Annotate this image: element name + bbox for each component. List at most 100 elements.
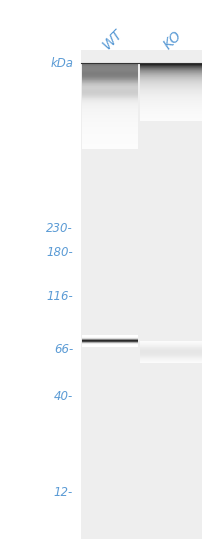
Bar bbox=[82, 108, 137, 109]
Bar bbox=[82, 97, 137, 98]
Bar bbox=[139, 99, 201, 100]
Bar bbox=[82, 134, 137, 135]
Bar bbox=[82, 87, 137, 88]
Bar bbox=[139, 93, 201, 94]
Bar bbox=[82, 72, 137, 73]
Bar bbox=[139, 105, 201, 106]
Bar bbox=[139, 360, 201, 361]
Bar bbox=[139, 91, 201, 92]
Bar bbox=[139, 102, 201, 103]
Bar bbox=[139, 90, 201, 91]
Bar bbox=[139, 347, 201, 348]
Bar bbox=[82, 118, 137, 119]
Bar bbox=[139, 341, 201, 342]
Bar bbox=[139, 353, 201, 354]
Bar bbox=[139, 76, 201, 77]
Bar bbox=[82, 101, 137, 102]
Bar bbox=[82, 131, 137, 133]
Bar bbox=[82, 137, 137, 138]
Bar bbox=[82, 110, 137, 111]
Bar bbox=[82, 91, 137, 92]
Bar bbox=[82, 70, 137, 72]
Bar bbox=[139, 99, 201, 100]
Bar bbox=[139, 105, 201, 106]
Bar bbox=[82, 82, 137, 83]
Bar bbox=[139, 80, 201, 81]
Bar bbox=[82, 78, 137, 79]
Bar bbox=[139, 113, 201, 114]
Bar bbox=[139, 78, 201, 79]
Bar bbox=[139, 91, 201, 92]
Bar bbox=[139, 69, 201, 70]
Bar bbox=[139, 118, 201, 119]
Bar bbox=[82, 141, 137, 142]
Bar bbox=[82, 104, 137, 105]
Bar bbox=[139, 88, 201, 89]
Bar bbox=[82, 124, 137, 125]
Bar bbox=[82, 142, 137, 143]
Bar bbox=[139, 114, 201, 115]
Bar bbox=[82, 84, 137, 85]
Bar bbox=[139, 72, 201, 73]
Bar bbox=[139, 117, 201, 118]
Bar bbox=[139, 67, 201, 68]
Bar bbox=[139, 104, 201, 105]
Bar bbox=[139, 98, 201, 99]
Bar bbox=[139, 81, 201, 82]
Bar bbox=[139, 66, 201, 67]
Bar bbox=[139, 79, 201, 80]
Bar bbox=[82, 73, 137, 74]
Bar bbox=[82, 74, 137, 75]
Bar bbox=[82, 116, 137, 117]
Bar bbox=[139, 110, 201, 111]
Bar bbox=[82, 78, 137, 79]
Bar bbox=[139, 351, 201, 352]
Bar bbox=[139, 107, 201, 108]
Bar bbox=[139, 64, 201, 65]
Bar bbox=[82, 104, 137, 106]
Bar bbox=[139, 70, 201, 71]
Bar bbox=[82, 112, 137, 113]
Bar bbox=[82, 132, 137, 133]
Bar bbox=[139, 111, 201, 112]
Bar bbox=[139, 107, 201, 108]
Bar bbox=[139, 103, 201, 104]
Bar bbox=[139, 355, 201, 356]
Bar bbox=[82, 128, 137, 129]
Bar bbox=[82, 146, 137, 147]
Bar bbox=[139, 104, 201, 105]
Text: 40-: 40- bbox=[54, 389, 73, 403]
Bar bbox=[82, 69, 137, 70]
Bar bbox=[81, 50, 202, 539]
Bar bbox=[82, 85, 137, 86]
Bar bbox=[139, 350, 201, 351]
Bar bbox=[139, 348, 201, 349]
Bar bbox=[139, 81, 201, 82]
Bar bbox=[82, 80, 137, 81]
Bar bbox=[82, 136, 137, 137]
Bar bbox=[82, 123, 137, 124]
Bar bbox=[82, 133, 137, 134]
Bar bbox=[139, 352, 201, 353]
Bar bbox=[82, 121, 137, 122]
Bar bbox=[139, 75, 201, 76]
Bar bbox=[82, 96, 137, 97]
Bar bbox=[139, 93, 201, 94]
Bar bbox=[82, 98, 137, 99]
Bar bbox=[82, 99, 137, 100]
Text: KO: KO bbox=[160, 29, 184, 52]
Bar bbox=[82, 133, 137, 134]
Bar bbox=[139, 346, 201, 347]
Bar bbox=[82, 112, 137, 113]
Bar bbox=[82, 79, 137, 80]
Bar bbox=[82, 145, 137, 146]
Bar bbox=[139, 97, 201, 98]
Bar bbox=[82, 80, 137, 81]
Bar bbox=[139, 82, 201, 83]
Bar bbox=[139, 72, 201, 73]
Bar bbox=[82, 64, 137, 65]
Bar bbox=[139, 74, 201, 75]
Bar bbox=[82, 122, 137, 123]
Bar bbox=[139, 340, 201, 341]
Bar bbox=[139, 101, 201, 102]
